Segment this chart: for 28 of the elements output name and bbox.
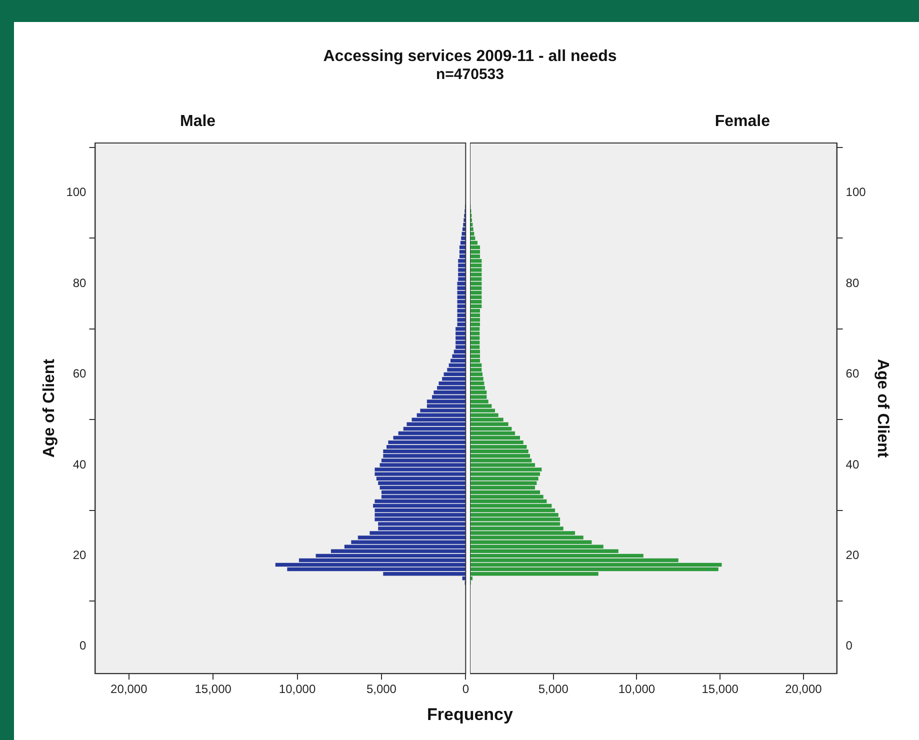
x-tick-label: 15,000 (702, 682, 739, 696)
y-tick-label: 60 (72, 366, 87, 381)
y-tick-label: 20 (72, 548, 87, 562)
x-tick-label: 20,000 (785, 682, 822, 696)
y-axis-title: Age of Client (41, 358, 58, 458)
x-tick-label: 15,000 (194, 682, 232, 696)
x-axis-title: Frequency (426, 705, 514, 725)
x-tick-label: 10,000 (618, 682, 656, 696)
x-tick-label: 10,000 (278, 682, 316, 696)
y-tick-label: 40 (846, 457, 860, 472)
y-tick-label: 0 (846, 638, 853, 653)
y-tick-label: 0 (80, 638, 87, 653)
y-tick-label: 80 (72, 276, 87, 290)
x-tick-label: 5,000 (538, 682, 569, 696)
y-tick-label: 60 (846, 366, 860, 381)
y-axis-title: Age of Client (874, 358, 891, 458)
y-tick-label: 100 (846, 185, 866, 200)
chart-subtitle: n=470533 (435, 66, 505, 83)
x-tick-label: 0 (462, 682, 470, 696)
text: Female (714, 113, 770, 131)
x-tick-label: 5,000 (366, 682, 397, 696)
y-tick-label: 100 (66, 185, 87, 200)
y-tick-label: 40 (72, 457, 87, 472)
x-tick-label: 20,000 (110, 682, 148, 696)
y-tick-label: 20 (846, 548, 860, 562)
text: Male (180, 113, 217, 131)
y-tick-label: 80 (846, 276, 860, 290)
chart-title: Accessing services 2009-11 - all needs (322, 48, 618, 66)
